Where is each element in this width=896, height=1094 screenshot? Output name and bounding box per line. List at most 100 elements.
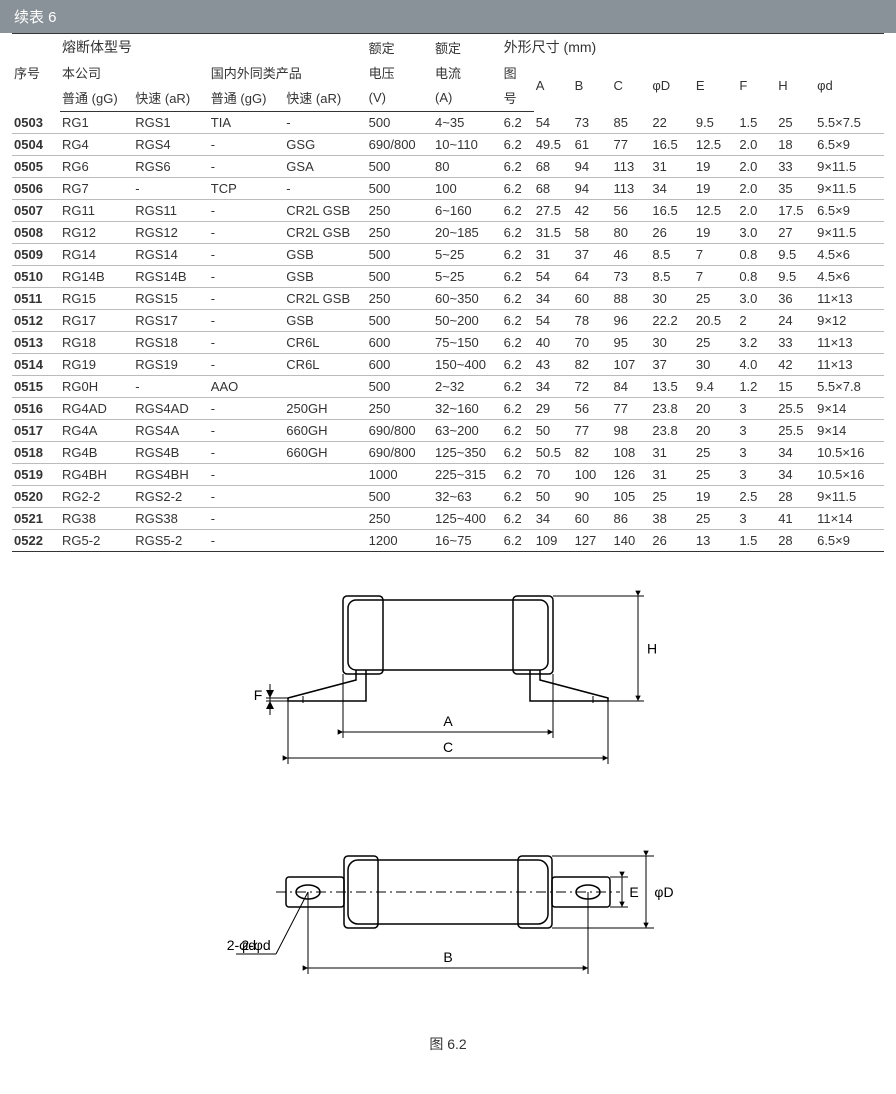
dim-H: 15	[776, 376, 815, 398]
current: 60~350	[433, 288, 502, 310]
hdr-F: F	[737, 60, 776, 112]
dim-H: 28	[776, 530, 815, 552]
dim-phiD: 34	[650, 178, 693, 200]
hdr-seq: 序号	[12, 34, 60, 112]
dim-E: 19	[694, 156, 737, 178]
table-title-bar: 续表 6	[0, 0, 896, 33]
dim-F: 3.2	[737, 332, 776, 354]
dim-A: 54	[534, 266, 573, 288]
svg-text:H: H	[647, 641, 657, 657]
dim-phid: 11×13	[815, 354, 884, 376]
model-ar-ext: CR6L	[284, 332, 366, 354]
dim-phid: 10.5×16	[815, 464, 884, 486]
dim-A: 50	[534, 486, 573, 508]
fig-no: 6.2	[502, 288, 534, 310]
model-ar-own: RGS14	[133, 244, 209, 266]
hdr-ar-1: 快速 (aR)	[133, 85, 209, 112]
dim-F: 3	[737, 398, 776, 420]
seq: 0518	[12, 442, 60, 464]
voltage: 250	[367, 508, 433, 530]
model-gg-ext: AAO	[209, 376, 285, 398]
dim-B: 100	[573, 464, 612, 486]
dim-B: 82	[573, 442, 612, 464]
fig-no: 6.2	[502, 134, 534, 156]
model-gg-own: RG11	[60, 200, 133, 222]
model-gg-ext: -	[209, 266, 285, 288]
dim-phid: 9×11.5	[815, 222, 884, 244]
model-gg-ext: -	[209, 354, 285, 376]
dim-C: 98	[611, 420, 650, 442]
dim-E: 12.5	[694, 200, 737, 222]
voltage: 600	[367, 332, 433, 354]
hdr-figno-2: 号	[502, 85, 534, 112]
seq: 0520	[12, 486, 60, 508]
dim-phiD: 23.8	[650, 420, 693, 442]
current: 100	[433, 178, 502, 200]
dim-E: 25	[694, 464, 737, 486]
model-ar-own: -	[133, 376, 209, 398]
dim-phid: 6.5×9	[815, 134, 884, 156]
current: 16~75	[433, 530, 502, 552]
model-gg-ext: -	[209, 134, 285, 156]
seq: 0514	[12, 354, 60, 376]
current: 5~25	[433, 266, 502, 288]
dim-phid: 4.5×6	[815, 244, 884, 266]
model-ar-ext: -	[284, 112, 366, 134]
dim-A: 27.5	[534, 200, 573, 222]
fig-no: 6.2	[502, 486, 534, 508]
dim-A: 49.5	[534, 134, 573, 156]
hdr-E: E	[694, 60, 737, 112]
dim-F: 2.0	[737, 200, 776, 222]
dim-C: 95	[611, 332, 650, 354]
table-row: 0516RG4ADRGS4AD-250GH25032~1606.22956772…	[12, 398, 884, 420]
dim-A: 54	[534, 310, 573, 332]
hdr-dims-group: 外形尺寸 (mm)	[502, 34, 884, 61]
dim-E: 9.5	[694, 112, 737, 134]
hdr-gg-1: 普通 (gG)	[60, 85, 133, 112]
model-ar-own: RGS14B	[133, 266, 209, 288]
dim-phiD: 16.5	[650, 134, 693, 156]
model-ar-ext	[284, 486, 366, 508]
model-gg-own: RG0H	[60, 376, 133, 398]
dim-H: 34	[776, 464, 815, 486]
model-ar-own: RGS5-2	[133, 530, 209, 552]
voltage: 690/800	[367, 134, 433, 156]
dim-A: 34	[534, 508, 573, 530]
seq: 0513	[12, 332, 60, 354]
dim-phid: 9×14	[815, 420, 884, 442]
dim-F: 0.8	[737, 244, 776, 266]
model-gg-ext: -	[209, 486, 285, 508]
hdr-current-2: 电流	[433, 60, 502, 85]
current: 150~400	[433, 354, 502, 376]
seq: 0522	[12, 530, 60, 552]
model-ar-ext: -	[284, 178, 366, 200]
fig-no: 6.2	[502, 200, 534, 222]
model-ar-ext: CR2L GSB	[284, 222, 366, 244]
dim-B: 90	[573, 486, 612, 508]
dim-phiD: 37	[650, 354, 693, 376]
voltage: 250	[367, 398, 433, 420]
dim-phid: 9×11.5	[815, 178, 884, 200]
table-row: 0508RG12RGS12-CR2L GSB25020~1856.231.558…	[12, 222, 884, 244]
table-row: 0521RG38RGS38-250125~4006.23460863825341…	[12, 508, 884, 530]
fig-no: 6.2	[502, 530, 534, 552]
dim-H: 25	[776, 112, 815, 134]
svg-text:F: F	[254, 687, 263, 703]
table-row: 0503RG1RGS1TIA-5004~356.2547385229.51.52…	[12, 112, 884, 134]
dim-F: 2.5	[737, 486, 776, 508]
dim-A: 68	[534, 178, 573, 200]
dim-phiD: 26	[650, 222, 693, 244]
model-gg-ext: -	[209, 222, 285, 244]
fuse-spec-table: 序号 熔断体型号 额定 额定 外形尺寸 (mm) 本公司 国内外同类产品 电压 …	[12, 33, 884, 552]
voltage: 500	[367, 178, 433, 200]
dim-phiD: 8.5	[650, 244, 693, 266]
svg-text:2-φd: 2-φd	[241, 937, 270, 953]
model-ar-own: RGS15	[133, 288, 209, 310]
svg-text:φD: φD	[654, 884, 673, 900]
svg-text:B: B	[443, 949, 452, 965]
dim-phid: 11×14	[815, 508, 884, 530]
dim-F: 1.5	[737, 530, 776, 552]
dim-F: 0.8	[737, 266, 776, 288]
dim-C: 113	[611, 156, 650, 178]
dim-H: 25.5	[776, 398, 815, 420]
